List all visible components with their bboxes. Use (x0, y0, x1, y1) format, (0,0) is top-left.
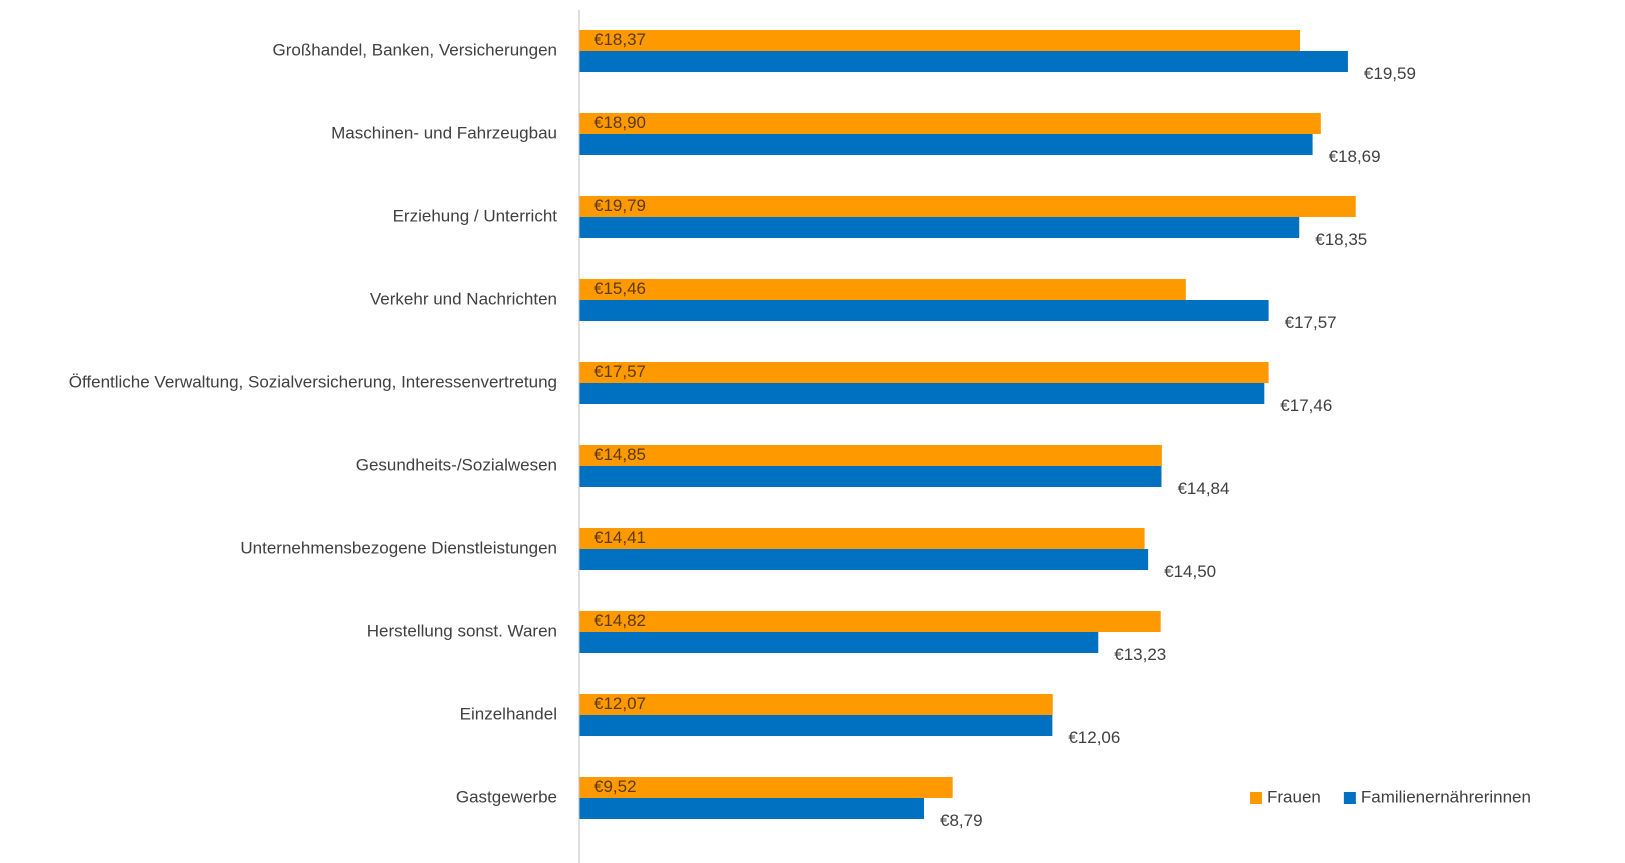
value-label: €12,07 (594, 694, 646, 713)
bar (579, 694, 1053, 715)
value-label: €17,57 (594, 362, 646, 381)
value-label: €15,46 (594, 279, 646, 298)
bar (579, 217, 1300, 238)
bar (579, 383, 1265, 404)
bar (579, 777, 953, 798)
category-label: Einzelhandel (460, 704, 557, 723)
legend-label: Frauen (1267, 787, 1321, 806)
category-label: Gesundheits-/Sozialwesen (356, 455, 557, 474)
bar (579, 466, 1162, 487)
bar (579, 300, 1269, 321)
value-label: €18,35 (1315, 230, 1367, 249)
value-label: €19,59 (1364, 64, 1416, 83)
category-label: Öffentliche Verwaltung, Sozialversicheru… (69, 372, 557, 391)
value-label: €14,85 (594, 445, 646, 464)
category-label: Unternehmensbezogene Dienstleistungen (240, 538, 557, 557)
legend-swatch (1343, 792, 1356, 804)
value-label: €18,37 (594, 30, 646, 49)
value-label: €19,79 (594, 196, 646, 215)
bar (579, 715, 1053, 736)
value-label: €8,79 (940, 811, 983, 830)
legend-label: Familienernährerinnen (1361, 787, 1531, 806)
bar (579, 549, 1149, 570)
bar (579, 196, 1356, 217)
value-label: €14,82 (594, 611, 646, 630)
value-label: €9,52 (594, 777, 637, 796)
bar (579, 279, 1186, 300)
bar (579, 798, 925, 819)
value-label: €12,06 (1068, 728, 1120, 747)
category-label: Verkehr und Nachrichten (370, 289, 557, 308)
category-label: Großhandel, Banken, Versicherungen (273, 40, 557, 59)
value-label: €14,50 (1164, 562, 1216, 581)
bar (579, 445, 1162, 466)
legend-swatch (1250, 792, 1262, 804)
bar (579, 528, 1145, 549)
bar (579, 632, 1099, 653)
value-label: €14,41 (594, 528, 646, 547)
value-label: €17,46 (1280, 396, 1332, 415)
bar (579, 113, 1321, 134)
bar (579, 362, 1269, 383)
bar (579, 30, 1301, 51)
bar (579, 51, 1348, 72)
value-label: €17,57 (1285, 313, 1337, 332)
bar (579, 611, 1161, 632)
value-label: €18,90 (594, 113, 646, 132)
category-label: Gastgewerbe (456, 787, 557, 806)
value-label: €13,23 (1114, 645, 1166, 664)
value-label: €18,69 (1329, 147, 1381, 166)
category-label: Erziehung / Unterricht (393, 206, 558, 225)
category-label: Maschinen- und Fahrzeugbau (331, 123, 557, 142)
category-label: Herstellung sonst. Waren (367, 621, 557, 640)
value-label: €14,84 (1177, 479, 1229, 498)
bar (579, 134, 1313, 155)
